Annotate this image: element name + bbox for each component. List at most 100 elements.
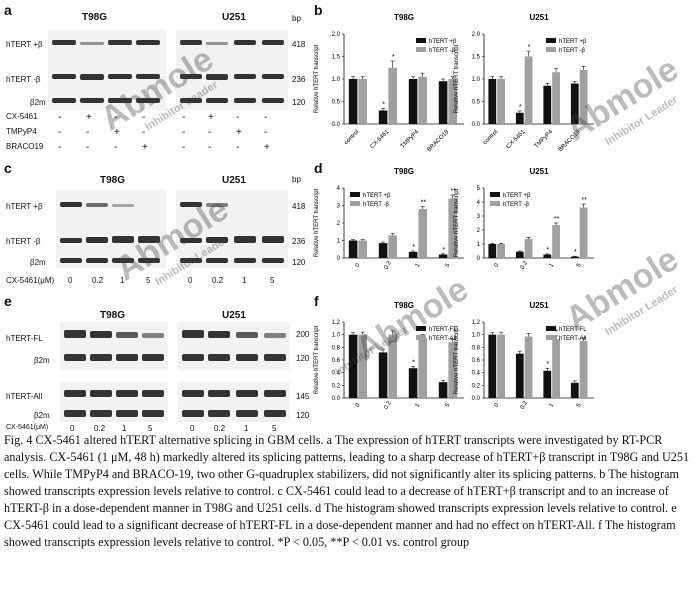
treatment-sign: - [86, 142, 90, 153]
chart-x-tick-label: control [482, 129, 499, 146]
chart-legend-label: hTERT -β [559, 48, 585, 54]
treatment-sign: - [86, 127, 90, 138]
treatment-sign: - [208, 142, 212, 153]
chart-bar [418, 209, 427, 258]
panel-a-band-label: hTERT -β [6, 75, 41, 84]
chart-bar [497, 79, 505, 124]
gel-image-c-u251 [176, 190, 288, 268]
chart-tick-label: 2 [477, 228, 481, 234]
dose-value: 1 [122, 424, 127, 433]
chart-bar [488, 334, 497, 398]
chart-bar [524, 239, 533, 258]
treatment-sign: + [236, 127, 242, 138]
treatment-sign: + [114, 127, 120, 138]
chart-tick-label: 0.8 [332, 345, 341, 351]
chart-tick-label: 1 [337, 239, 341, 245]
chart-bar [388, 67, 397, 124]
chart-tick-label: 4 [477, 200, 481, 206]
chart-legend-swatch [490, 201, 500, 206]
chart-x-tick-label: 0.2 [383, 260, 393, 271]
chart-legend-label: hTERT -β [503, 202, 529, 208]
chart-x-tick-label: 1 [415, 402, 422, 408]
treatment-sign: + [142, 142, 148, 153]
chart-bar [448, 79, 457, 124]
chart-bar [448, 342, 457, 398]
chart-legend-swatch [546, 38, 556, 43]
chart-bar [543, 370, 552, 398]
chart-tick-label: 0.4 [472, 371, 481, 377]
dose-value: 1 [120, 276, 125, 285]
chart-title: T98G [394, 167, 414, 176]
panel-c-title-t98g: T98G [100, 175, 126, 186]
dose-value: 0 [70, 424, 75, 433]
panel-a-treatment-label: CX-5461 [6, 112, 38, 121]
treatment-sign: - [264, 127, 268, 138]
chart-tick-label: 0.6 [472, 358, 481, 364]
dose-value: 0 [190, 424, 195, 433]
chart-tick-label: 1.0 [332, 77, 341, 83]
chart-tick-label: 1 [477, 242, 481, 248]
panel-a-treatment-label: BRACO19 [6, 142, 44, 151]
panel-a-title-u251: U251 [222, 12, 246, 23]
panel-c-title-u251: U251 [222, 175, 246, 186]
chart-tick-label: 2 [337, 221, 341, 227]
chart-bar [418, 76, 427, 124]
panel-a-band-label: β2m [30, 98, 46, 107]
panel-a-bp-value: 120 [292, 98, 306, 107]
gel-image-a-t98g [48, 30, 166, 110]
chart-x-tick-label: 5 [445, 402, 452, 408]
chart-x-tick-label: BRACO19 [426, 129, 451, 154]
panel-a-treatment-label: TMPyP4 [6, 127, 37, 136]
chart-bar [448, 198, 457, 258]
treatment-sign: - [114, 112, 118, 123]
gel-image-e-u251-bottom [178, 382, 290, 422]
chart-annotation: * [528, 44, 531, 51]
chart-legend-swatch [350, 192, 360, 197]
chart-bar [358, 79, 367, 124]
chart-bar [524, 336, 533, 398]
dose-value: 5 [146, 276, 151, 285]
chart-x-tick-label: 5 [576, 262, 583, 268]
panel-e-band-label: hTERT-All [6, 392, 43, 401]
chart-legend-swatch [416, 38, 426, 43]
chart-tick-label: 3 [477, 214, 481, 220]
chart-tick-label: 2.0 [472, 32, 481, 38]
chart-title: U251 [529, 13, 549, 22]
panel-c-band-label: β2m [30, 258, 46, 267]
chart-tick-label: 0 [337, 256, 341, 262]
chart-bar [378, 243, 388, 258]
dose-value: 0 [188, 276, 193, 285]
treatment-sign: + [86, 112, 92, 123]
charts-canvas: T98G Relative hTERT transcript 0.0 0.5 1.0 1.… [314, 13, 594, 411]
chart-tick-label: 2.0 [332, 32, 341, 38]
chart-ylabel: Relative hTERT transcript [314, 44, 320, 113]
gel-image-c-t98g [56, 190, 166, 268]
chart-annotation: * [555, 329, 558, 336]
chart-legend-swatch [416, 47, 426, 52]
chart-bar [438, 382, 448, 398]
chart-legend-label: hTERT-All [429, 336, 456, 342]
treatment-sign: - [114, 142, 118, 153]
treatment-sign: - [58, 112, 62, 123]
dose-value: 0.2 [94, 424, 106, 433]
chart-annotation: * [546, 247, 549, 254]
chart-bar [388, 235, 397, 258]
chart-bar [488, 244, 497, 258]
chart-annotation: * [442, 247, 445, 254]
chart-bar [515, 251, 524, 258]
chart-legend-swatch [546, 335, 556, 340]
treatment-sign: - [142, 112, 146, 123]
panel-d-label: d [314, 160, 323, 176]
chart-x-tick-label: 5 [445, 262, 452, 268]
chart-bar [570, 256, 579, 258]
chart-bar [552, 339, 560, 398]
chart-tick-label: 0.5 [332, 100, 341, 106]
dose-value: 5 [270, 276, 275, 285]
chart-bar [348, 79, 358, 124]
chart-tick-label: 0.0 [472, 122, 481, 128]
chart-bar [497, 244, 505, 258]
chart-x-tick-label: CX-5461 [369, 129, 390, 150]
chart-legend-swatch [350, 201, 360, 206]
chart-bar [378, 352, 388, 398]
chart-bar [358, 240, 367, 258]
